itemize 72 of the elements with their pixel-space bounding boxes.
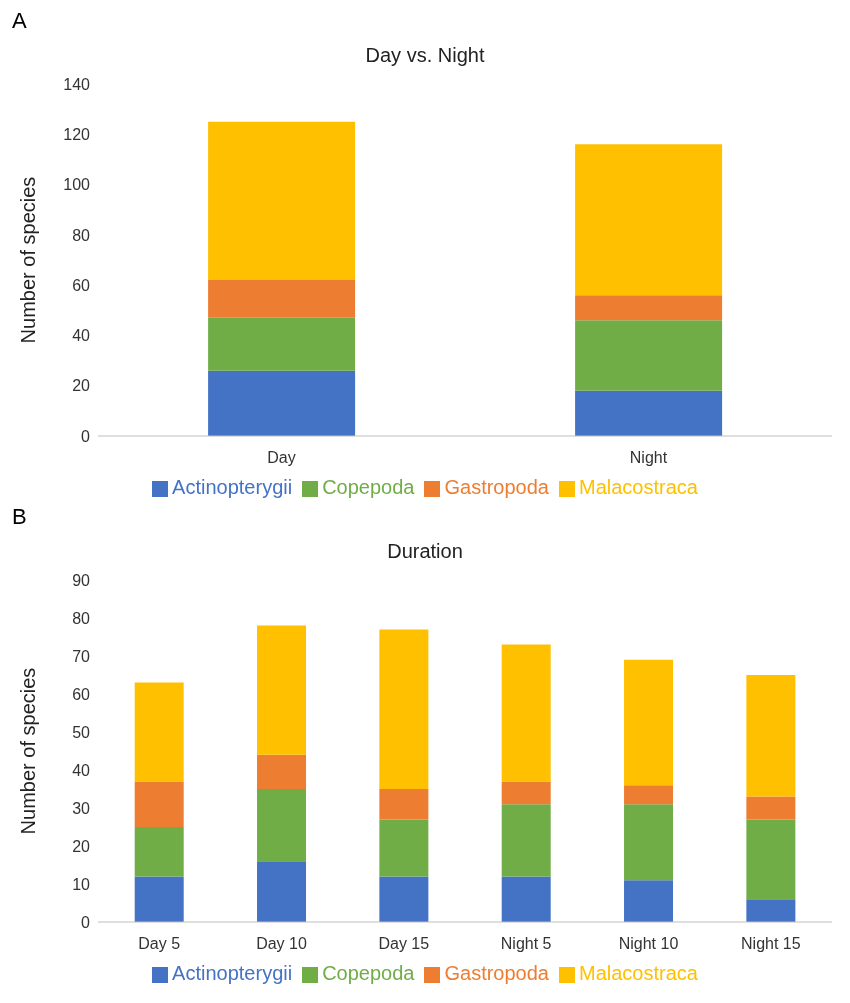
y-axis-title: Number of species [17, 667, 40, 835]
bar [501, 804, 551, 877]
legend-label: Copepoda [322, 962, 415, 984]
x-tick-label: Day 10 [256, 935, 307, 953]
y-tick-label: 40 [72, 327, 91, 345]
chart-title: Duration [387, 540, 463, 562]
bar [746, 819, 796, 900]
bar [379, 876, 429, 922]
bar [379, 789, 429, 820]
y-tick-label: 20 [72, 837, 91, 855]
y-tick-label: 20 [72, 377, 91, 395]
bar [575, 320, 723, 391]
bar [379, 819, 429, 877]
bar [208, 317, 356, 371]
bar [134, 876, 184, 922]
y-tick-label: 140 [63, 75, 91, 93]
bar [624, 804, 674, 881]
y-tick-label: 30 [72, 799, 91, 817]
bar [501, 781, 551, 805]
y-tick-label: 100 [63, 176, 91, 194]
bar [257, 789, 307, 862]
bar [208, 370, 356, 436]
bar [501, 644, 551, 782]
legend-label: Gastropoda [444, 962, 549, 984]
bar [746, 675, 796, 797]
bar [257, 625, 307, 755]
y-tick-label: 0 [81, 913, 91, 931]
bar [575, 390, 723, 436]
y-tick-label: 10 [72, 875, 91, 893]
y-tick-label: 70 [72, 647, 91, 665]
bar [379, 629, 429, 789]
x-tick-label: Night [629, 449, 668, 467]
bar [575, 144, 723, 296]
bar [624, 659, 674, 786]
bar [575, 295, 723, 321]
bar [746, 899, 796, 922]
y-tick-label: 90 [72, 571, 91, 589]
legend-label: Copepoda [322, 476, 415, 498]
x-tick-label: Day [267, 449, 296, 467]
text: A [12, 8, 27, 34]
bar [257, 754, 307, 789]
y-tick-label: 120 [63, 125, 91, 143]
bar [501, 876, 551, 922]
legend-label: Malacostraca [578, 476, 698, 498]
bar [134, 781, 184, 827]
legend-label: Gastropoda [444, 476, 549, 498]
text: B [12, 504, 27, 530]
x-tick-label: Night 5 [500, 935, 552, 953]
bar [208, 121, 356, 281]
x-tick-label: Night 15 [741, 935, 801, 953]
legend-label: Actinopterygii [172, 962, 293, 984]
bar [624, 785, 674, 805]
bar [624, 880, 674, 922]
bar [257, 861, 307, 922]
bar [746, 796, 796, 820]
bar [134, 682, 184, 782]
legend-label: Malacostraca [578, 962, 698, 984]
y-tick-label: 80 [72, 609, 91, 627]
y-tick-label: 40 [72, 761, 91, 779]
y-tick-label: 60 [72, 276, 91, 294]
bar [134, 827, 184, 877]
y-tick-label: 80 [72, 226, 91, 244]
y-tick-label: 0 [81, 427, 91, 445]
x-tick-label: Day 5 [138, 935, 181, 953]
bar [208, 280, 356, 318]
x-tick-label: Night 10 [618, 935, 679, 953]
x-tick-label: Day 15 [378, 935, 430, 953]
chart-title: Day vs. Night [365, 44, 485, 66]
y-tick-label: 50 [72, 723, 91, 741]
legend-label: Actinopterygii [172, 476, 293, 498]
y-axis-title: Number of species [17, 176, 40, 344]
y-tick-label: 60 [72, 685, 91, 703]
